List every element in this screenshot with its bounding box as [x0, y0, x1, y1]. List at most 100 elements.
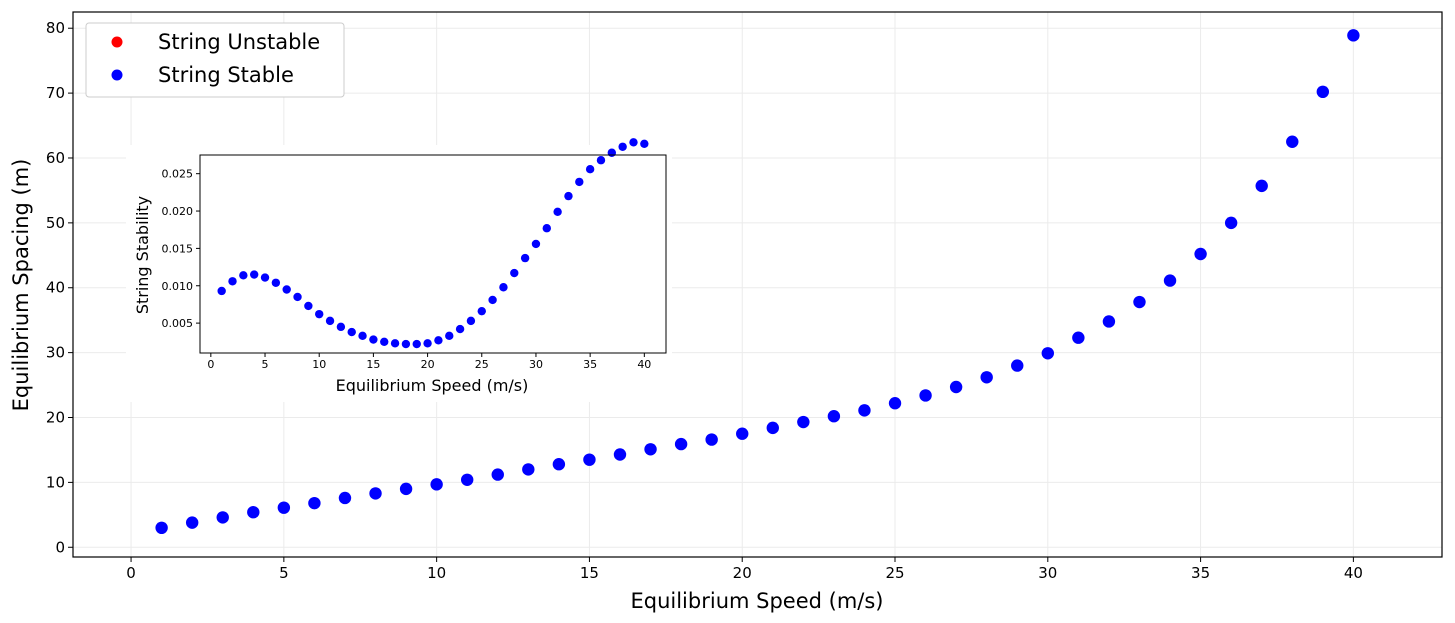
x-tick-label: 40 — [1344, 564, 1363, 582]
data-point — [736, 427, 749, 440]
data-point — [390, 339, 400, 348]
data-point — [369, 335, 378, 344]
data-point — [583, 453, 596, 466]
x-tick-label: 0 — [207, 358, 214, 371]
x-tick-label: 20 — [733, 564, 752, 582]
data-point — [336, 322, 346, 332]
y-tick-label: 50 — [46, 214, 65, 232]
data-point — [217, 286, 226, 296]
data-point — [228, 277, 237, 286]
data-point — [1072, 331, 1085, 344]
inset-chart: 0 5 10 15 20 25 30 35 40 0.0050.0100.0150.0200.0… — [126, 138, 672, 402]
y-tick-label: 0.010 — [162, 280, 194, 293]
main-y-ticks: 0 10 20 30 40 50 60 70 80 — [46, 19, 73, 556]
data-point — [315, 309, 324, 319]
data-point — [575, 177, 584, 187]
data-point — [260, 273, 270, 282]
data-point — [466, 316, 476, 326]
data-point — [613, 448, 627, 461]
y-tick-label: 70 — [46, 84, 65, 102]
legend-label-unstable: String Unstable — [158, 30, 320, 54]
legend: String Unstable String Stable — [85, 22, 345, 98]
x-tick-label: 15 — [366, 358, 380, 371]
data-point — [185, 516, 199, 529]
main-plot-frame — [72, 11, 1443, 558]
data-point — [585, 164, 595, 174]
data-point — [542, 224, 551, 233]
y-tick-label: 20 — [46, 409, 65, 427]
x-tick-label: 25 — [885, 564, 904, 582]
inset-x-ticks: 0 5 10 15 20 25 30 35 40 — [207, 353, 651, 371]
y-tick-label: 30 — [46, 344, 65, 362]
data-point — [553, 207, 562, 216]
x-tick-label: 10 — [312, 358, 326, 371]
x-tick-label: 5 — [262, 358, 269, 371]
data-point — [304, 301, 313, 311]
data-point — [552, 458, 566, 471]
data-point — [980, 371, 993, 384]
data-point — [423, 339, 432, 348]
data-point — [369, 487, 382, 500]
data-point — [596, 156, 606, 165]
x-tick-label: 5 — [279, 564, 289, 582]
main-x-ticks: 0 5 10 15 20 25 30 35 40 — [126, 557, 1363, 582]
data-point — [564, 191, 573, 201]
data-point — [293, 292, 302, 302]
data-point — [338, 491, 352, 505]
data-point — [1224, 216, 1238, 230]
main-scatter-points — [155, 29, 1360, 535]
data-point — [705, 433, 718, 446]
legend-marker-stable — [111, 69, 123, 81]
data-point — [380, 337, 389, 346]
data-point — [520, 253, 530, 263]
data-point — [325, 316, 335, 326]
data-point — [460, 473, 474, 486]
legend-label-stable: String Stable — [158, 63, 294, 87]
data-point — [308, 496, 321, 510]
main-gridlines — [73, 12, 1442, 557]
x-tick-label: 25 — [475, 358, 489, 371]
y-tick-label: 10 — [46, 473, 65, 491]
inset-y-ticks: 0.005 0.010 0.015 0.020 0.025 — [162, 168, 200, 330]
data-point — [1316, 85, 1330, 99]
data-point — [488, 295, 497, 305]
legend-marker-unstable — [111, 36, 123, 48]
inset-background — [126, 145, 672, 402]
data-point — [1347, 29, 1360, 42]
main-x-axis-label: Equilibrium Speed (m/s) — [630, 589, 883, 613]
data-point — [277, 501, 291, 514]
inset-plot-frame — [199, 154, 667, 354]
data-point — [347, 327, 356, 337]
data-point — [607, 148, 617, 157]
data-point — [401, 339, 411, 349]
y-tick-label: 0.025 — [162, 168, 194, 181]
x-tick-label: 30 — [1038, 564, 1057, 582]
x-tick-label: 0 — [126, 564, 136, 582]
y-tick-label: 0.015 — [162, 242, 194, 255]
x-tick-label: 10 — [427, 564, 446, 582]
x-tick-label: 15 — [580, 564, 599, 582]
data-point — [766, 421, 779, 435]
data-point — [1255, 179, 1268, 193]
y-tick-label: 60 — [46, 149, 65, 167]
data-point — [155, 521, 168, 535]
data-point — [499, 283, 508, 292]
data-point — [1163, 274, 1177, 287]
data-point — [827, 410, 841, 423]
data-point — [640, 139, 649, 148]
x-tick-label: 30 — [529, 358, 543, 371]
data-point — [919, 389, 932, 402]
data-point — [618, 142, 627, 151]
data-point — [629, 138, 638, 147]
data-point — [282, 285, 291, 294]
data-point — [1133, 295, 1146, 309]
data-point — [522, 463, 535, 476]
data-point — [430, 478, 443, 491]
data-point — [239, 271, 248, 280]
data-point — [510, 268, 519, 278]
main-y-axis-label: Equilibrium Spacing (m) — [9, 159, 33, 412]
inset-x-axis-label: Equilibrium Speed (m/s) — [336, 376, 529, 395]
y-tick-label: 0.020 — [162, 205, 194, 218]
data-point — [644, 443, 657, 456]
data-point — [1286, 135, 1299, 148]
